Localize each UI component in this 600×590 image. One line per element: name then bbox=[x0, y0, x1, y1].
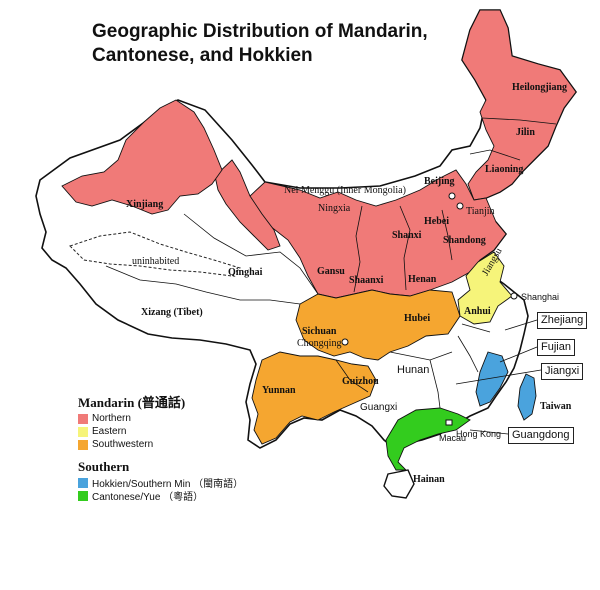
region-yunnan-guizhou bbox=[251, 351, 377, 445]
legend-label-cantonese: Cantonese/Yue （粵語） bbox=[92, 492, 204, 503]
southwestern-mandarin-areas bbox=[251, 289, 461, 445]
legend-southern-heading: Southern bbox=[78, 459, 130, 474]
legend-swatch-eastern bbox=[78, 426, 88, 437]
region-hexi bbox=[214, 159, 281, 251]
label-shaanxi: Shaanxi bbox=[349, 275, 384, 286]
hong-kong-marker bbox=[445, 419, 453, 426]
label-beijing: Beijing bbox=[424, 176, 455, 187]
region-jiangsu-anhui bbox=[457, 251, 513, 325]
legend-swatch-hokkien bbox=[78, 477, 88, 488]
label-guangxi: Guangxi bbox=[360, 402, 397, 413]
label-ningxia: Ningxia bbox=[318, 203, 351, 214]
legend-swatch-southwestern bbox=[78, 439, 88, 450]
label-taiwan: Taiwan bbox=[540, 401, 572, 412]
legend-item-southwestern: Southwestern bbox=[78, 438, 318, 451]
map-title: Geographic Distribution of Mandarin, Can… bbox=[92, 21, 428, 66]
label-tianjin: Tianjin bbox=[466, 206, 495, 217]
label-gansu: Gansu bbox=[317, 266, 345, 277]
province-borders bbox=[105, 117, 557, 409]
label-xinjiang: Xinjiang bbox=[126, 199, 163, 210]
legend-label-hokkien: Hokkien/Southern Min （閩南語） bbox=[92, 479, 244, 490]
label-liaoning: Liaoning bbox=[485, 164, 523, 175]
hainan-island bbox=[383, 469, 415, 499]
label-macau: Macau bbox=[439, 433, 466, 443]
label-sichuan: Sichuan bbox=[302, 326, 337, 337]
legend-swatch-cantonese bbox=[78, 490, 88, 501]
label-jilin: Jilin bbox=[516, 127, 535, 138]
hokkien-areas bbox=[475, 351, 537, 421]
region-sichuan-hubei bbox=[295, 289, 461, 361]
label-chongqing: Chongqing bbox=[297, 338, 341, 349]
legend-label-northern: Northern bbox=[92, 413, 131, 424]
label-inner-mongolia: Nei Menggu (Inner Mongolia) bbox=[284, 185, 406, 196]
label-hubei: Hubei bbox=[404, 313, 430, 324]
callout-guangdong: Guangdong bbox=[508, 427, 574, 444]
label-qinghai: Qinghai bbox=[228, 267, 263, 278]
map-legend: Mandarin (普通話) Northern Eastern Southwes… bbox=[78, 392, 318, 503]
label-tibet: Xizang (Tibet) bbox=[141, 307, 203, 318]
legend-label-southwestern: Southwestern bbox=[92, 439, 154, 450]
legend-swatch-northern bbox=[78, 413, 88, 424]
tianjin-marker bbox=[456, 202, 464, 210]
callout-jiangxi: Jiangxi bbox=[541, 363, 584, 380]
beijing-marker bbox=[448, 192, 456, 200]
region-xinjiang-north bbox=[61, 99, 223, 215]
region-fujian-coast bbox=[475, 351, 509, 407]
region-taiwan bbox=[517, 373, 537, 421]
legend-label-eastern: Eastern bbox=[92, 426, 127, 437]
label-heilongjiang: Heilongjiang bbox=[512, 82, 567, 93]
callout-zhejiang: Zhejiang bbox=[537, 312, 588, 329]
callout-fujian: Fujian bbox=[537, 339, 575, 356]
label-uninhabited: uninhabited bbox=[132, 256, 179, 267]
label-hebei: Hebei bbox=[424, 216, 449, 227]
northern-mandarin-areas bbox=[61, 9, 577, 299]
shanghai-marker bbox=[510, 292, 518, 300]
callout-leaders bbox=[455, 319, 542, 435]
label-hainan: Hainan bbox=[413, 474, 445, 485]
legend-item-cantonese: Cantonese/Yue （粵語） bbox=[78, 489, 318, 503]
label-hunan: Hunan bbox=[397, 364, 429, 376]
region-labels: Heilongjiang Jilin Liaoning Beijing Tian… bbox=[126, 82, 572, 485]
uninhabited-boundary bbox=[69, 231, 241, 277]
label-hong-kong: Hong Kong bbox=[456, 429, 501, 439]
label-shanghai: Shanghai bbox=[521, 292, 559, 302]
eastern-mandarin-areas bbox=[457, 251, 513, 325]
label-shanxi: Shanxi bbox=[392, 230, 422, 241]
chongqing-marker bbox=[341, 338, 349, 346]
legend-item-eastern: Eastern bbox=[78, 425, 318, 438]
label-henan: Henan bbox=[408, 274, 437, 285]
legend-item-hokkien: Hokkien/Southern Min （閩南語） bbox=[78, 476, 318, 490]
city-markers bbox=[341, 192, 518, 426]
label-anhui: Anhui bbox=[464, 306, 491, 317]
label-shandong: Shandong bbox=[443, 235, 486, 246]
label-yunnan: Yunnan bbox=[262, 385, 296, 396]
legend-mandarin-heading: Mandarin (普通話) bbox=[78, 395, 186, 410]
legend-item-northern: Northern bbox=[78, 412, 318, 425]
region-northeast bbox=[461, 9, 577, 201]
label-guizhou: Guizhou bbox=[342, 376, 379, 387]
